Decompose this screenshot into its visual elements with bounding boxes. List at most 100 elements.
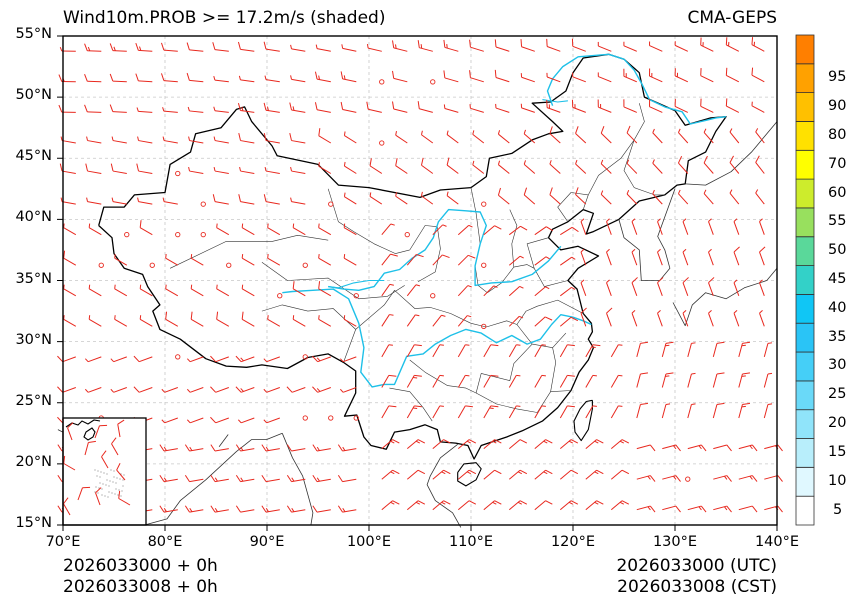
y-tick-label: 15°N xyxy=(15,515,52,531)
wind-barb xyxy=(597,99,612,113)
wind-barb xyxy=(210,355,229,363)
wind-barb xyxy=(212,194,229,205)
wind-barb xyxy=(652,189,663,205)
wind-barb xyxy=(133,386,153,393)
wind-barb xyxy=(559,500,579,511)
colorbar-level-label: 55 xyxy=(828,213,847,230)
wind-barb xyxy=(263,41,280,52)
wind-barb xyxy=(729,155,740,174)
province-boundary xyxy=(389,387,433,422)
wind-barb xyxy=(340,71,357,83)
wind-barb xyxy=(263,356,280,363)
inset-island xyxy=(99,476,101,478)
colorbar-segment xyxy=(795,380,815,411)
wind-barb xyxy=(188,166,204,174)
wind-barb xyxy=(661,341,674,358)
wind-barb xyxy=(213,136,229,144)
wind-barb xyxy=(432,469,451,480)
inset-wind-barb xyxy=(95,487,102,506)
wind-barb xyxy=(571,99,586,113)
wind-barb xyxy=(339,356,357,363)
wind-barb xyxy=(738,372,751,388)
wind-barb xyxy=(508,315,524,327)
wind-barb xyxy=(700,68,714,83)
inset-island xyxy=(118,489,120,491)
wind-barb xyxy=(235,386,255,393)
wind-barb xyxy=(606,218,612,235)
y-tick-label: 35°N xyxy=(15,270,52,287)
wind-barb xyxy=(241,254,255,266)
wind-barb xyxy=(677,128,689,144)
inset-island xyxy=(113,470,115,472)
wind-barb xyxy=(395,131,408,144)
wind-barb xyxy=(84,356,102,363)
wind-barb xyxy=(290,75,306,83)
wind-barb xyxy=(114,254,128,266)
wind-barb xyxy=(59,47,76,52)
inset-island xyxy=(123,474,125,476)
wind-barb xyxy=(483,225,502,236)
wind-barb xyxy=(534,469,553,480)
wind-barb xyxy=(369,192,383,205)
calm-circle xyxy=(353,415,359,421)
wind-barb xyxy=(457,254,476,266)
wind-barb xyxy=(494,69,510,83)
wind-barb xyxy=(534,286,550,297)
valid-utc: 2026033000 (UTC) xyxy=(616,556,777,576)
inset-wind-barb xyxy=(94,424,108,439)
wind-barb xyxy=(682,277,689,296)
wind-barb xyxy=(86,197,102,205)
wind-barb xyxy=(559,374,575,388)
wind-barb xyxy=(631,248,638,266)
province-boundary xyxy=(550,347,572,392)
wind-barb xyxy=(580,218,587,235)
wind-barb xyxy=(286,505,306,513)
wind-barb xyxy=(560,226,579,236)
wind-barb xyxy=(623,99,637,113)
wind-barb xyxy=(109,104,127,113)
wind-barb xyxy=(534,374,546,388)
wind-barb xyxy=(763,403,773,419)
inset-island xyxy=(113,476,115,478)
wind-barb xyxy=(575,187,587,205)
valid-time-block: 2026033000 (UTC) 2026033008 (CST) xyxy=(616,556,777,598)
wind-barb xyxy=(572,72,586,83)
wind-barb xyxy=(161,387,178,393)
wind-barb xyxy=(86,136,102,144)
china-border xyxy=(98,53,727,460)
wind-barb xyxy=(534,316,553,327)
colorbar-segment xyxy=(795,63,815,93)
wind-barb xyxy=(417,40,433,52)
wind-barb xyxy=(759,218,765,235)
wind-barb xyxy=(267,254,281,266)
wind-barb xyxy=(549,126,561,144)
wind-barb xyxy=(497,160,510,174)
wind-barb xyxy=(289,102,306,113)
wind-barb xyxy=(406,405,422,419)
wind-barb xyxy=(63,223,77,236)
calm-circle xyxy=(481,262,487,268)
colorbar-segment xyxy=(795,149,815,180)
inset-wind-barb xyxy=(77,486,91,501)
wind-barb xyxy=(237,417,255,424)
wind-barb xyxy=(339,387,357,393)
wind-barb xyxy=(446,157,459,174)
inset-island xyxy=(108,491,110,493)
wind-barb xyxy=(534,256,550,266)
colorbar-segment xyxy=(795,495,815,526)
wind-barb xyxy=(84,104,102,113)
wind-barb xyxy=(733,279,740,296)
wind-barb xyxy=(392,70,408,83)
wind-barb xyxy=(406,344,422,358)
wind-barb xyxy=(483,500,502,511)
wind-barb xyxy=(314,102,331,113)
wind-barb xyxy=(713,475,732,482)
wind-barb xyxy=(381,500,400,511)
wind-barb xyxy=(446,130,459,144)
wind-barb xyxy=(213,166,229,174)
calm-circle xyxy=(302,262,308,268)
wind-barb xyxy=(216,284,230,297)
wind-barb xyxy=(84,43,102,52)
wind-barb xyxy=(432,344,444,358)
